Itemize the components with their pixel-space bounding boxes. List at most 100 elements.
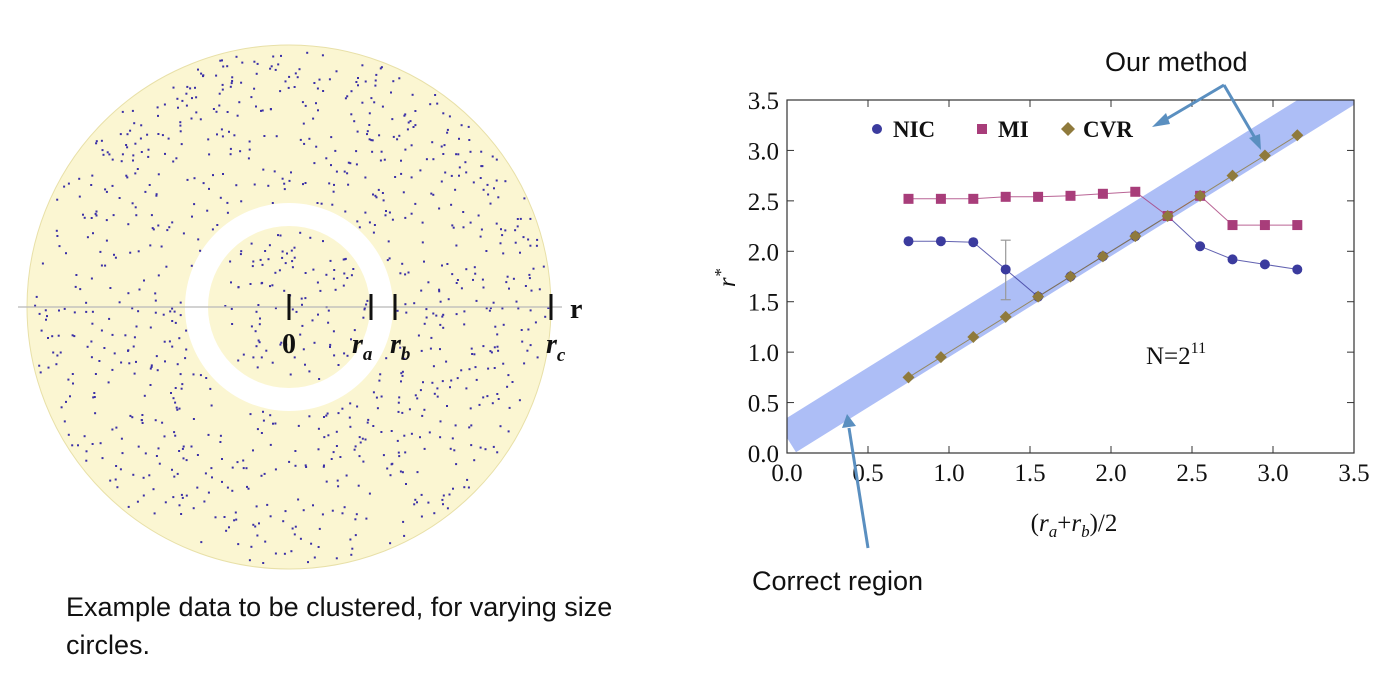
- data-point: [164, 501, 167, 504]
- data-point: [306, 51, 309, 54]
- data-point: [260, 432, 263, 434]
- data-point: [343, 170, 346, 173]
- data-point: [211, 476, 213, 479]
- data-point: [255, 105, 257, 108]
- data-point: [433, 512, 436, 515]
- data-point: [342, 284, 345, 287]
- data-point: [216, 133, 218, 136]
- data-point: [302, 122, 305, 125]
- data-point: [284, 510, 287, 513]
- data-point: [118, 301, 121, 304]
- data-point: [100, 329, 103, 332]
- data-point: [271, 284, 274, 287]
- data-point: [266, 503, 269, 506]
- data-point: [507, 374, 510, 377]
- data-point: [219, 441, 222, 443]
- data-point: [372, 231, 375, 234]
- mark-label-ra: ra: [352, 329, 373, 365]
- data-point: [293, 256, 296, 259]
- data-point: [491, 155, 494, 158]
- data-point: [230, 281, 232, 284]
- data-point: [380, 66, 383, 69]
- arrow-correct-region: [847, 427, 870, 549]
- data-point: [176, 363, 179, 366]
- data-point: [318, 378, 321, 380]
- data-point: [514, 241, 517, 244]
- data-point: [133, 122, 136, 125]
- data-point: [469, 150, 472, 153]
- data-point: [111, 428, 114, 431]
- data-point: [237, 543, 240, 546]
- data-point: [171, 307, 174, 310]
- data-point: [331, 203, 334, 206]
- data-point: [451, 437, 454, 440]
- data-point: [344, 97, 347, 100]
- arrow-to-band-head: [1152, 113, 1170, 127]
- data-point: [197, 238, 200, 241]
- data-point: [269, 515, 272, 518]
- data-point: [441, 315, 444, 318]
- data-point: [185, 494, 188, 497]
- data-point: [291, 527, 294, 530]
- data-point: [98, 360, 101, 362]
- data-point: [137, 250, 140, 253]
- data-point: [79, 288, 82, 291]
- data-point: [248, 140, 251, 143]
- data-point: [149, 367, 152, 370]
- data-point: [495, 179, 498, 182]
- data-point: [436, 387, 439, 390]
- series-layer: [902, 129, 1304, 384]
- data-point: [230, 307, 233, 310]
- data-point: [386, 467, 389, 470]
- data-point: [417, 334, 420, 337]
- data-point: [294, 525, 297, 528]
- data-point: [432, 365, 435, 368]
- data-point: [400, 172, 403, 175]
- data-point: [212, 174, 214, 177]
- data-point: [175, 406, 178, 409]
- data-point: [235, 184, 238, 187]
- point-mi: [1130, 186, 1141, 197]
- data-point: [495, 158, 498, 161]
- data-point: [330, 458, 333, 460]
- data-point: [489, 307, 492, 310]
- data-point: [385, 210, 387, 212]
- data-point: [320, 202, 323, 205]
- data-point: [168, 226, 171, 229]
- point-cvr: [1064, 270, 1077, 283]
- data-point: [404, 113, 407, 116]
- data-point: [368, 492, 371, 495]
- data-point: [192, 418, 195, 420]
- legend-marker-nic: [872, 124, 882, 134]
- data-point: [547, 307, 550, 309]
- data-point: [120, 361, 123, 364]
- data-point: [490, 351, 493, 354]
- data-point: [420, 515, 423, 518]
- data-point: [109, 479, 112, 482]
- data-point: [322, 240, 324, 243]
- point-nic: [903, 236, 914, 247]
- data-point: [191, 97, 193, 100]
- data-point: [242, 353, 245, 356]
- data-point: [171, 345, 174, 348]
- point-cvr: [1129, 230, 1142, 243]
- data-point: [493, 346, 496, 349]
- data-point: [218, 104, 221, 107]
- data-point: [127, 349, 129, 352]
- data-point: [502, 362, 505, 365]
- data-point: [175, 157, 178, 160]
- data-point: [103, 347, 106, 349]
- data-point: [222, 65, 225, 68]
- data-point: [500, 228, 502, 231]
- data-point: [99, 250, 102, 253]
- data-point: [506, 385, 509, 388]
- data-point: [346, 95, 349, 98]
- data-point: [283, 182, 286, 185]
- data-point: [278, 269, 281, 272]
- data-point: [456, 279, 459, 281]
- x-tick-label: 1.0: [933, 460, 964, 487]
- data-point: [167, 137, 170, 140]
- data-point: [409, 120, 412, 123]
- data-point: [153, 512, 156, 515]
